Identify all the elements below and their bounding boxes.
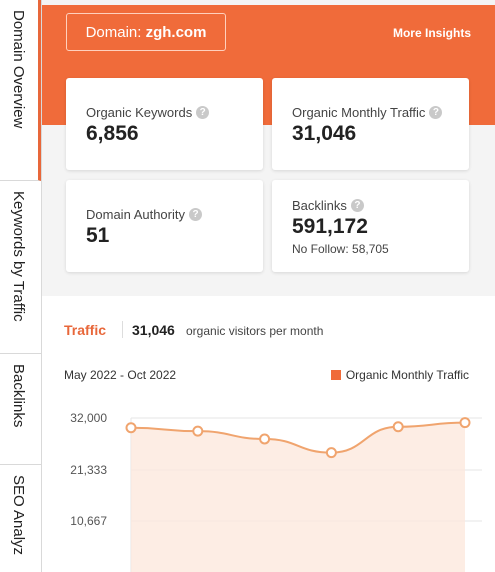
backlinks-label: Backlinks <box>292 198 347 213</box>
legend-swatch <box>330 370 341 380</box>
organic-traffic-label: Organic Monthly Traffic <box>292 105 426 120</box>
chart-legend[interactable]: Organic Monthly Traffic <box>330 368 469 382</box>
domain-authority-label: Domain Authority <box>86 207 185 222</box>
domain-box[interactable]: Domain: zgh.com <box>66 13 226 51</box>
tab-domain-overview-label: Domain Overview <box>10 10 27 129</box>
tab-seo-analyzer[interactable]: SEO Analyz <box>0 465 41 572</box>
help-icon[interactable]: ? <box>189 208 202 221</box>
vertical-tab-rail: Domain Overview Keywords by Traffic Back… <box>0 0 42 572</box>
data-point[interactable] <box>259 433 271 445</box>
domain-value: zgh.com <box>145 24 207 41</box>
data-point[interactable] <box>125 422 137 434</box>
organic-keywords-value: 6,856 <box>86 122 139 145</box>
domain-authority-card: Domain Authority? 51 <box>66 180 263 272</box>
organic-traffic-card: Organic Monthly Traffic? 31,046 <box>272 78 469 170</box>
traffic-description: organic visitors per month <box>186 324 324 338</box>
domain-authority-value: 51 <box>86 224 110 247</box>
date-range: May 2022 - Oct 2022 <box>64 368 177 382</box>
traffic-panel: Traffic 31,046 organic visitors per mont… <box>42 296 495 572</box>
tab-backlinks-label: Backlinks <box>10 364 27 428</box>
backlinks-card: Backlinks? 591,172 No Follow: 58,705 <box>272 180 469 272</box>
help-icon[interactable]: ? <box>350 199 364 212</box>
organic-keywords-card: Organic Keywords? 6,856 <box>66 78 263 170</box>
tab-keywords-by-traffic[interactable]: Keywords by Traffic <box>0 181 41 354</box>
y-tick-label: 10,667 <box>70 514 107 528</box>
tab-keywords-by-traffic-label: Keywords by Traffic <box>10 191 27 322</box>
domain-label: Domain: <box>85 24 142 41</box>
data-point[interactable] <box>192 425 204 437</box>
organic-keywords-label: Organic Keywords <box>86 105 193 120</box>
tab-domain-overview[interactable]: Domain Overview <box>0 0 41 181</box>
traffic-chart: 32,000 21,333 10,667 <box>70 411 482 572</box>
organic-traffic-value: 31,046 <box>292 122 357 145</box>
y-tick-label: 21,333 <box>70 463 107 477</box>
y-tick-label: 32,000 <box>70 411 107 425</box>
help-icon[interactable]: ? <box>429 106 443 119</box>
traffic-line <box>130 421 466 454</box>
more-insights-link[interactable]: More Insights <box>392 26 471 40</box>
tab-seo-analyzer-label: SEO Analyz <box>10 475 27 556</box>
data-point[interactable] <box>459 417 471 429</box>
backlinks-nofollow: No Follow: 58,705 <box>292 242 389 256</box>
help-icon[interactable]: ? <box>196 106 210 119</box>
traffic-value: 31,046 <box>132 322 175 338</box>
title-divider <box>122 321 123 338</box>
backlinks-value: 591,172 <box>292 215 368 238</box>
traffic-title: Traffic <box>64 322 107 338</box>
data-point[interactable] <box>325 447 337 459</box>
traffic-area <box>131 422 465 572</box>
legend-label: Organic Monthly Traffic <box>345 368 469 382</box>
data-point[interactable] <box>392 421 404 433</box>
tab-backlinks[interactable]: Backlinks <box>0 354 41 465</box>
